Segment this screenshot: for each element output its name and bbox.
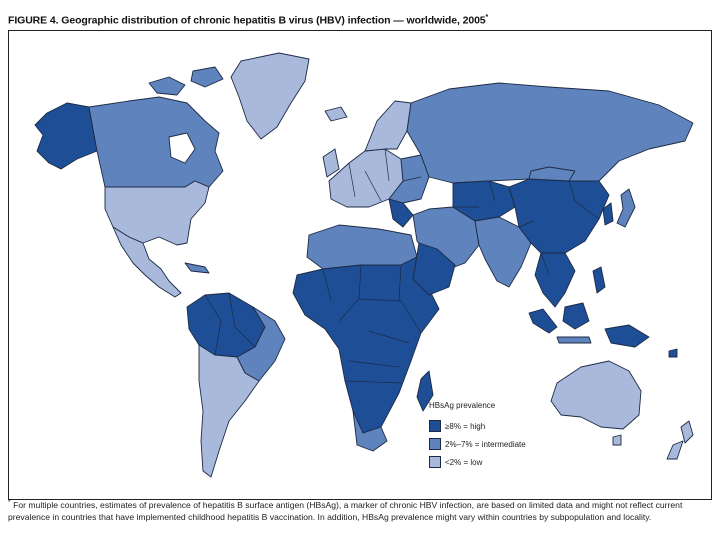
world-map bbox=[34, 52, 694, 478]
borders-africa bbox=[322, 264, 422, 384]
legend-label-intermediate: 2%–7% = intermediate bbox=[445, 439, 526, 449]
legend-swatch-low bbox=[429, 456, 441, 468]
region-scandinavia bbox=[364, 100, 412, 152]
region-russia bbox=[406, 82, 694, 184]
region-canada bbox=[88, 96, 224, 188]
legend-label-high: ≥8% = high bbox=[445, 421, 486, 431]
legend-swatch-high bbox=[429, 420, 441, 432]
region-philippines bbox=[592, 266, 606, 294]
region-korea bbox=[602, 202, 614, 226]
region-canada-islands-2 bbox=[190, 66, 224, 88]
region-indonesia-borneo bbox=[562, 302, 590, 330]
legend-title: HBsAg prevalence bbox=[429, 401, 496, 410]
figure-title-marker: * bbox=[485, 14, 489, 21]
region-mongolia bbox=[528, 166, 576, 182]
legend: HBsAg prevalence ≥8% = high 2%–7% = inte… bbox=[429, 401, 609, 472]
region-new-zealand bbox=[680, 420, 694, 444]
region-australia bbox=[550, 360, 642, 430]
region-uk bbox=[322, 148, 340, 178]
region-mexico bbox=[112, 226, 182, 298]
region-canada-islands bbox=[148, 76, 186, 96]
legend-item-high: ≥8% = high bbox=[429, 418, 609, 434]
footnote-marker: * bbox=[8, 499, 11, 507]
region-pacific-islands bbox=[668, 348, 678, 358]
region-new-zealand-south bbox=[666, 440, 684, 460]
region-tasmania bbox=[612, 434, 622, 446]
borders-europe bbox=[348, 148, 422, 202]
region-arabia bbox=[412, 242, 456, 296]
borders-south-america bbox=[204, 292, 256, 356]
legend-item-intermediate: 2%–7% = intermediate bbox=[429, 436, 609, 452]
region-south-america-south bbox=[198, 344, 260, 478]
borders-asia bbox=[453, 180, 600, 276]
region-japan bbox=[616, 188, 636, 228]
figure-title: FIGURE 4. Geographic distribution of chr… bbox=[8, 14, 708, 27]
region-central-asia bbox=[452, 180, 516, 222]
legend-label-low: <2% = low bbox=[445, 457, 483, 467]
hudson-bay bbox=[168, 132, 196, 164]
region-india bbox=[474, 216, 532, 288]
world-map-frame: HBsAg prevalence ≥8% = high 2%–7% = inte… bbox=[8, 30, 712, 500]
legend-swatch-intermediate bbox=[429, 438, 441, 450]
legend-item-low: <2% = low bbox=[429, 454, 609, 470]
region-iceland bbox=[324, 106, 348, 122]
region-southern-africa bbox=[352, 410, 388, 452]
region-caribbean bbox=[184, 262, 210, 274]
region-indonesia-sumatra bbox=[528, 308, 558, 334]
region-southeast-asia bbox=[534, 252, 576, 308]
footnote: * For multiple countries, estimates of p… bbox=[8, 499, 712, 523]
region-alaska bbox=[34, 102, 98, 170]
footnote-text: For multiple countries, estimates of pre… bbox=[8, 500, 683, 522]
region-madagascar bbox=[416, 370, 434, 412]
figure-title-text: FIGURE 4. Geographic distribution of chr… bbox=[8, 14, 486, 27]
region-indonesia-java bbox=[556, 336, 592, 344]
region-new-guinea bbox=[604, 324, 650, 348]
region-greenland bbox=[230, 52, 310, 140]
region-north-africa bbox=[306, 224, 418, 270]
region-balkans bbox=[388, 198, 414, 228]
